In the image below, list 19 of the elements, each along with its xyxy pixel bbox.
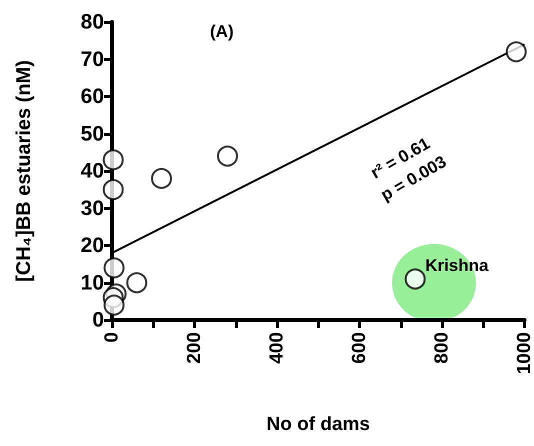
y-tick-label: 60: [80, 85, 104, 108]
x-axis-title: No of dams: [266, 414, 370, 435]
y-tick-label: 0: [92, 308, 104, 332]
y-tick-label: 30: [80, 196, 104, 220]
y-tick-label: 70: [80, 48, 104, 71]
x-tick-label: 600: [349, 332, 370, 364]
x-tick-label: 1000: [514, 332, 534, 374]
annotation: Krishna: [425, 256, 490, 276]
y-tick-label: 10: [80, 271, 104, 294]
x-tick-label: 0: [102, 332, 122, 343]
y-tick-label: 20: [80, 234, 104, 257]
y-tick-label: 50: [80, 122, 104, 146]
chart-title: (A): [210, 22, 234, 41]
y-tick-label: 40: [80, 160, 104, 182]
x-tick-label: 800: [432, 332, 452, 364]
y-tick-label: 80: [80, 10, 104, 34]
x-tick-label: 400: [266, 332, 288, 364]
y-axis-title: [CH₄]BB estuaries (nM): [13, 60, 35, 282]
x-tick-label: 200: [184, 332, 205, 364]
